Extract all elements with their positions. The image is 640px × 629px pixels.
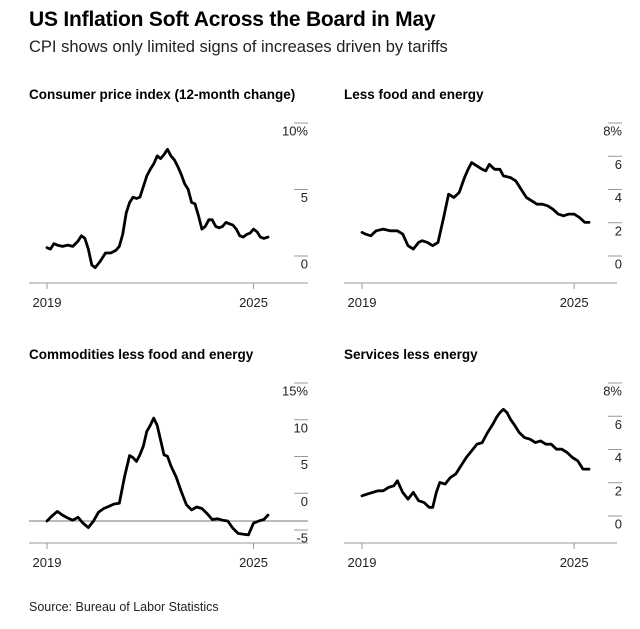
y-tick-label: -5: [296, 531, 308, 546]
x-tick-label: 2019: [348, 555, 377, 570]
y-tick-label: 10: [294, 420, 308, 435]
x-tick-label: 2019: [348, 295, 377, 310]
x-tick-label: 2025: [239, 295, 268, 310]
panel-title-cpi: Consumer price index (12-month change): [29, 87, 296, 102]
y-tick-label: 5: [301, 457, 308, 472]
chart-title: US Inflation Soft Across the Board in Ma…: [29, 8, 436, 31]
y-tick-label: 15%: [282, 384, 308, 399]
x-tick-label: 2019: [33, 555, 62, 570]
y-tick-label: 0: [615, 517, 622, 532]
series-line-cpi-all-items: [45, 147, 270, 270]
series-line-core-goods: [45, 416, 270, 537]
y-tick-label: 4: [615, 190, 622, 205]
chart-subtitle: CPI shows only limited signs of increase…: [29, 38, 448, 56]
x-tick-label: 2025: [239, 555, 268, 570]
x-tick-label: 2025: [560, 295, 589, 310]
x-tick-label: 2025: [560, 555, 589, 570]
y-tick-label: 5: [301, 190, 308, 205]
y-tick-label: 2: [615, 483, 622, 498]
x-tick-label: 2019: [33, 295, 62, 310]
y-tick-label: 0: [615, 257, 622, 272]
panel-title-core-goods: Commodities less food and energy: [29, 347, 254, 362]
y-tick-label: 0: [301, 494, 308, 509]
y-tick-label: 0: [301, 257, 308, 272]
y-tick-label: 8%: [603, 124, 622, 139]
y-tick-label: 4: [615, 450, 622, 465]
y-tick-label: 6: [615, 417, 622, 432]
panel-title-core-services: Services less energy: [344, 347, 478, 362]
y-tick-label: 2: [615, 223, 622, 238]
panel-title-core: Less food and energy: [344, 87, 484, 102]
y-tick-label: 8%: [603, 384, 622, 399]
series-line-core-services: [360, 407, 591, 509]
y-tick-label: 6: [615, 157, 622, 172]
y-tick-label: 10%: [282, 124, 308, 139]
source-note: Source: Bureau of Labor Statistics: [29, 600, 219, 614]
series-line-core-cpi: [360, 161, 591, 251]
